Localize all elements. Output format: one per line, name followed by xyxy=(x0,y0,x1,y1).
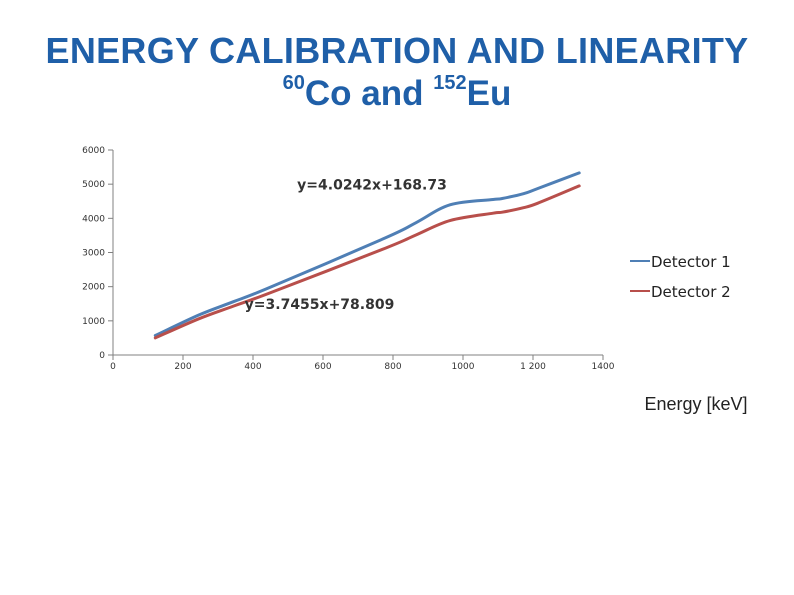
chart-series xyxy=(153,171,581,340)
series-line-detector-2 xyxy=(153,184,581,340)
legend-label-detector-2: Detector 2 xyxy=(651,283,731,301)
series-line-detector-1 xyxy=(153,171,581,337)
y-tick-label: 5000 xyxy=(82,180,105,190)
x-tick-label: 1000 xyxy=(452,362,475,372)
chart-legend: Detector 1 Detector 2 xyxy=(630,253,731,301)
cobalt-mass-number: 60 xyxy=(282,72,305,94)
y-tick-label: 1000 xyxy=(82,317,105,327)
y-tick-label: 4000 xyxy=(82,214,105,224)
x-tick-label: 200 xyxy=(174,362,191,372)
y-tick-label: 2000 xyxy=(82,283,105,293)
y-tick-label: 6000 xyxy=(82,146,105,156)
slide-subtitle: 60Co and 152Eu xyxy=(0,72,794,114)
chart-ticks: 0 1000 2000 3000 4000 5000 6000 0 200 400 600 800 10… xyxy=(82,146,615,372)
x-tick-label: 600 xyxy=(314,362,331,372)
x-axis-label: Energy [keV] xyxy=(644,394,747,414)
x-tick-label: 400 xyxy=(244,362,261,372)
y-tick-label: 0 xyxy=(99,351,105,361)
chart-annotations: y=4.0242x+168.73 y=3.7455x+78.809 xyxy=(245,177,447,313)
x-tick-label: 1 200 xyxy=(520,362,546,372)
europium-mass-number: 152 xyxy=(433,72,467,94)
y-tick-label: 3000 xyxy=(82,249,105,259)
subtitle-text-2: Eu xyxy=(466,74,512,113)
fit-equation-2: y=3.7455x+78.809 xyxy=(245,297,395,313)
subtitle-text-1: Co and xyxy=(304,74,434,113)
legend-label-detector-1: Detector 1 xyxy=(651,253,731,271)
fit-equation-1: y=4.0242x+168.73 xyxy=(297,177,447,193)
x-tick-label: 1400 xyxy=(592,362,615,372)
x-tick-label: 0 xyxy=(110,362,116,372)
slide-title: ENERGY CALIBRATION AND LINEARITY xyxy=(45,30,749,71)
x-tick-label: 800 xyxy=(384,362,401,372)
